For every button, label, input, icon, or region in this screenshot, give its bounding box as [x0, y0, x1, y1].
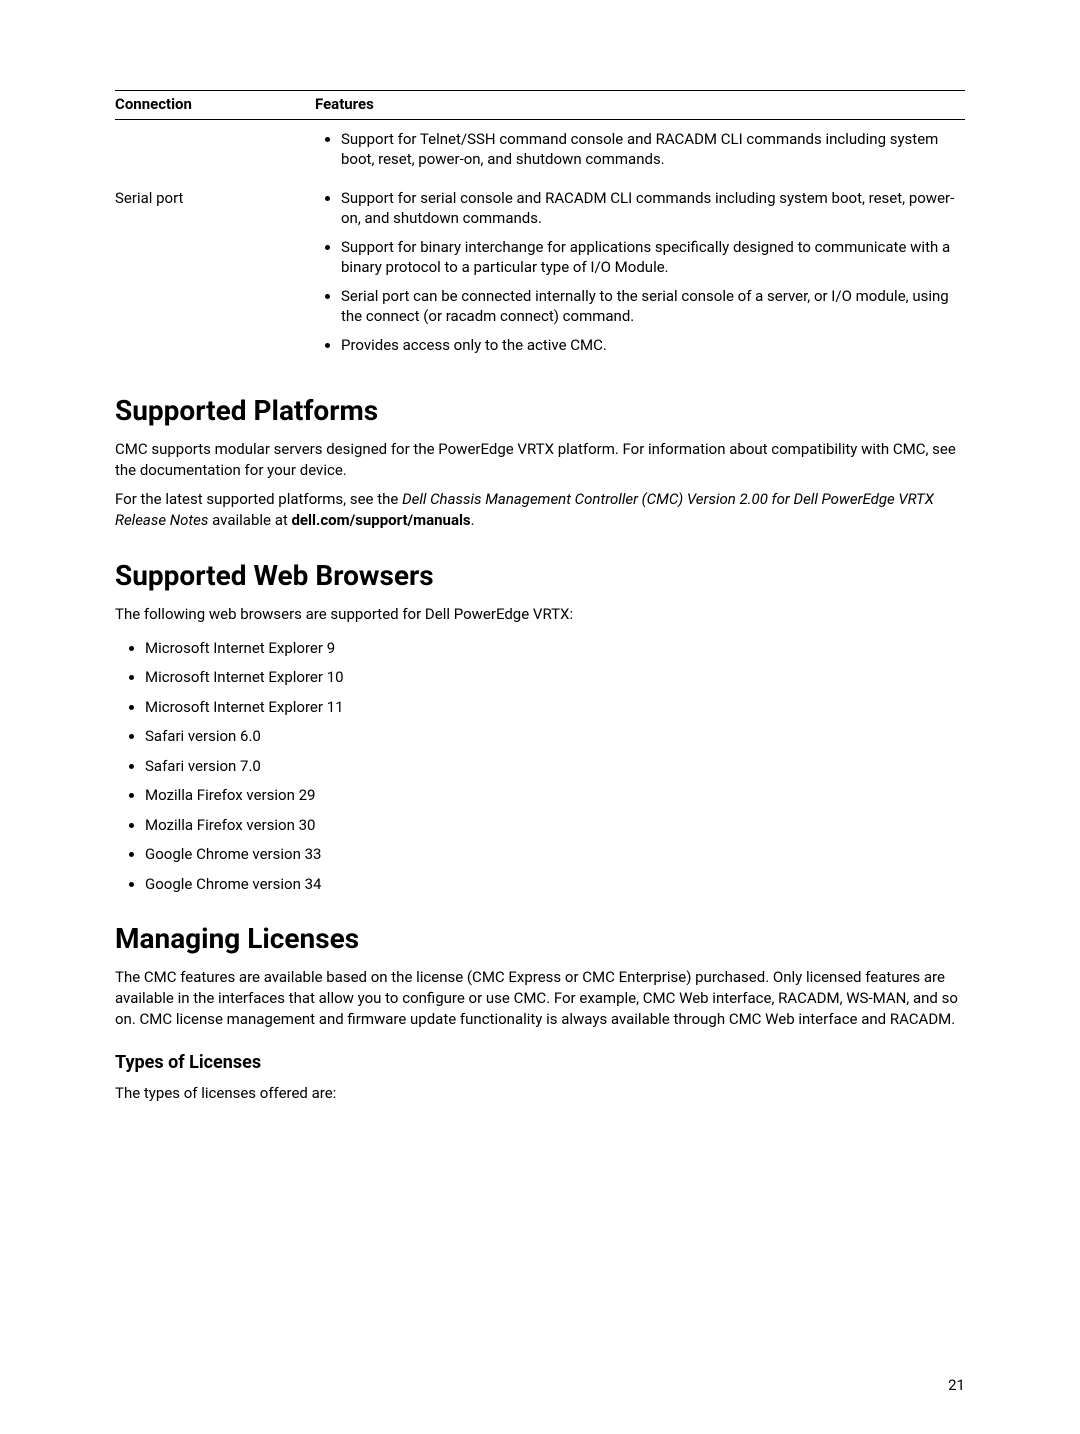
features-list-row2: Support for serial console and RACADM CL…	[315, 189, 965, 356]
text-segment: For the latest supported platforms, see …	[115, 490, 402, 508]
browser-item: Mozilla Firefox version 29	[145, 786, 965, 806]
features-list-row1: Support for Telnet/SSH command console a…	[315, 130, 965, 169]
page-number: 21	[948, 1376, 965, 1394]
feature-bullet: Support for binary interchange for appli…	[341, 238, 965, 277]
paragraph-browsers-intro: The following web browsers are supported…	[115, 604, 965, 625]
connection-features-table: Connection Features Support for Telnet/S…	[115, 90, 965, 366]
feature-bullet: Serial port can be connected internally …	[341, 287, 965, 326]
text-segment: available at	[208, 511, 291, 529]
browser-item: Microsoft Internet Explorer 11	[145, 698, 965, 718]
browser-item: Google Chrome version 33	[145, 845, 965, 865]
heading-supported-browsers: Supported Web Browsers	[115, 559, 965, 592]
cell-features-row1: Support for Telnet/SSH command console a…	[315, 120, 965, 180]
table-row: Support for Telnet/SSH command console a…	[115, 120, 965, 180]
feature-bullet: Support for serial console and RACADM CL…	[341, 189, 965, 228]
browser-item: Google Chrome version 34	[145, 875, 965, 895]
subheading-types-licenses: Types of Licenses	[115, 1052, 965, 1073]
cell-connection-serial: Serial port	[115, 179, 315, 366]
cell-features-row2: Support for serial console and RACADM CL…	[315, 179, 965, 366]
heading-managing-licenses: Managing Licenses	[115, 922, 965, 955]
table-row: Serial port Support for serial console a…	[115, 179, 965, 366]
paragraph-platforms-2: For the latest supported platforms, see …	[115, 489, 965, 531]
text-bold: dell.com/support/manuals	[291, 511, 470, 529]
heading-supported-platforms: Supported Platforms	[115, 394, 965, 427]
browser-item: Safari version 7.0	[145, 757, 965, 777]
browser-item: Mozilla Firefox version 30	[145, 816, 965, 836]
browser-item: Microsoft Internet Explorer 9	[145, 639, 965, 659]
paragraph-platforms-1: CMC supports modular servers designed fo…	[115, 439, 965, 481]
paragraph-licenses-types: The types of licenses offered are:	[115, 1083, 965, 1104]
browser-item: Safari version 6.0	[145, 727, 965, 747]
table-header-row: Connection Features	[115, 91, 965, 120]
feature-bullet: Provides access only to the active CMC.	[341, 336, 965, 356]
header-connection: Connection	[115, 91, 315, 120]
cell-connection-empty	[115, 120, 315, 180]
page-container: Connection Features Support for Telnet/S…	[0, 0, 1080, 1434]
paragraph-licenses-1: The CMC features are available based on …	[115, 967, 965, 1030]
header-features: Features	[315, 91, 965, 120]
browsers-list: Microsoft Internet Explorer 9 Microsoft …	[115, 639, 965, 895]
text-segment: .	[471, 511, 475, 529]
browser-item: Microsoft Internet Explorer 10	[145, 668, 965, 688]
feature-bullet: Support for Telnet/SSH command console a…	[341, 130, 965, 169]
